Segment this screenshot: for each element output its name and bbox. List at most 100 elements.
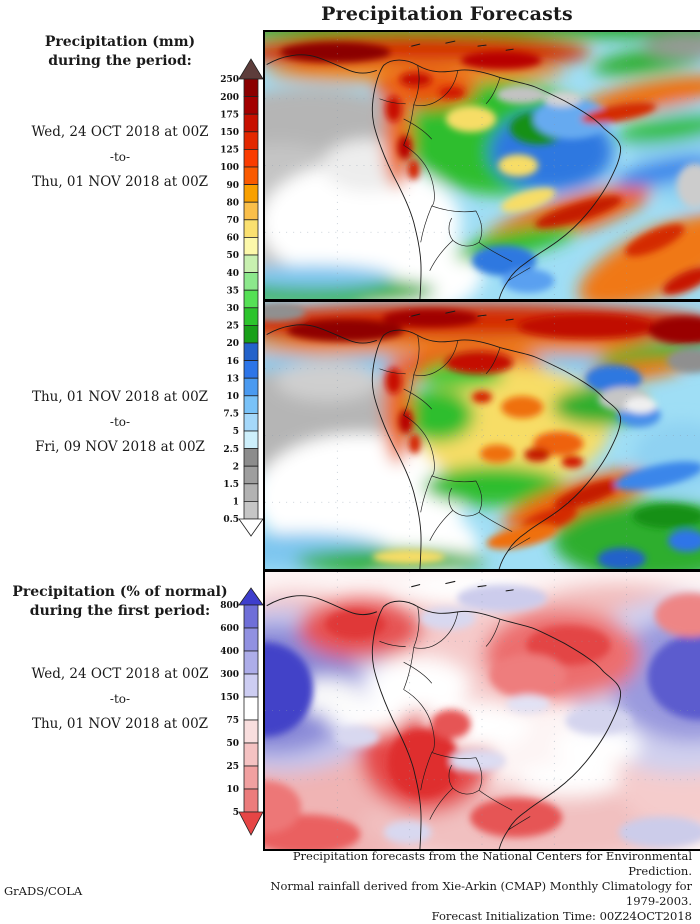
scale-segment <box>243 483 259 502</box>
scale-segment <box>243 342 259 362</box>
period-1-end: Thu, 01 NOV 2018 at 00Z <box>31 174 209 190</box>
scale-tick-label: 2.5 <box>223 445 239 455</box>
scale-segment <box>243 307 259 326</box>
scale-segment <box>243 78 259 98</box>
scale-tick-label: 90 <box>226 181 239 191</box>
scale-tick-label: 50 <box>226 739 239 749</box>
scale-segment <box>243 696 259 721</box>
scale-segment <box>243 166 259 186</box>
scale-segment <box>243 324 259 344</box>
scale-tick-label: 7.5 <box>223 410 239 420</box>
period-1-start: Wed, 24 OCT 2018 at 00Z <box>31 124 209 140</box>
scale-tick-label: 70 <box>226 216 239 226</box>
heading-precip-pct-line2: during the first period: <box>29 603 211 619</box>
scale-tick-label: 30 <box>226 304 239 314</box>
scale-segment <box>243 201 259 221</box>
period-2-end: Fri, 09 NOV 2018 at 00Z <box>35 439 205 455</box>
period-2-start: Thu, 01 NOV 2018 at 00Z <box>31 389 209 405</box>
scale-segment <box>243 149 259 168</box>
scale-tick-label: 40 <box>226 269 239 279</box>
scale-arrow-top <box>238 58 264 80</box>
scale-tick-label: 5 <box>233 808 239 818</box>
scale-segment <box>243 465 259 485</box>
scale-segment <box>243 272 259 291</box>
scale-segment <box>243 377 259 397</box>
precip-field-details <box>265 303 700 569</box>
scale-tick-label: 100 <box>220 163 239 173</box>
scale-tick-label: 80 <box>226 198 239 208</box>
scale-segment <box>243 788 259 813</box>
precip-field-details <box>280 42 700 295</box>
period-3-to: -to- <box>109 692 131 706</box>
period-3: Wed, 24 OCT 2018 at 00Z -to- Thu, 01 NOV… <box>6 662 234 737</box>
period-3-end: Thu, 01 NOV 2018 at 00Z <box>31 716 209 732</box>
grads-cola-credit: GrADS/COLA <box>4 884 83 898</box>
precip-field-washes <box>265 303 700 569</box>
scale-segment <box>243 289 259 309</box>
scale-tick-label: 125 <box>220 146 239 156</box>
heading-precip-pct-line1: Precipitation (% of normal) <box>12 584 228 600</box>
scale-segment <box>243 500 259 520</box>
scale-segment <box>243 254 259 274</box>
scale-tick-label: 10 <box>226 392 239 402</box>
scale-tick-label: 1.5 <box>223 480 239 490</box>
scale-tick-label: 800 <box>220 601 239 611</box>
scale-segment <box>243 219 259 238</box>
scale-segment <box>243 650 259 675</box>
scale-segment <box>243 131 259 150</box>
scale-tick-label: 600 <box>220 624 239 634</box>
scale-segment <box>243 765 259 790</box>
precip-percent-of-normal-map <box>263 570 700 851</box>
heading-precip-mm-line2: during the period: <box>48 53 192 69</box>
period-1: Wed, 24 OCT 2018 at 00Z -to- Thu, 01 NOV… <box>6 120 234 195</box>
scale-tick-label: 35 <box>226 286 239 296</box>
scale-segment <box>243 719 259 744</box>
scale-arrow-bottom <box>238 811 264 836</box>
chart-title: Precipitation Forecasts <box>321 3 573 25</box>
footer-notes: Precipitation forecasts from the Nationa… <box>240 849 692 924</box>
scale-tick-label: 25 <box>226 762 239 772</box>
heading-precip-mm-line1: Precipitation (mm) <box>44 34 196 50</box>
scale-tick-label: 50 <box>226 251 239 261</box>
colorbar-precip-mm: 2502001751501251009080706050403530252016… <box>220 58 264 537</box>
colorbar-percent-of-normal: 800 600 400 300 150 75 50 25 10 5 <box>220 587 264 836</box>
scale-tick-label: 150 <box>220 128 239 138</box>
scale-tick-label: 250 <box>220 75 239 85</box>
scale-segment <box>243 448 259 467</box>
scale-segment <box>243 742 259 767</box>
scale-tick-label: 0.5 <box>223 515 239 525</box>
heading-precip-mm: Precipitation (mm) during the period: <box>6 33 234 71</box>
scale-tick-label: 5 <box>233 427 239 437</box>
scale-arrow-top <box>238 587 264 606</box>
footer-note-line1: Precipitation forecasts from the Nationa… <box>292 849 692 878</box>
scale-tick-label: 25 <box>226 322 239 332</box>
period-1-to: -to- <box>109 150 131 164</box>
scale-arrow-bottom <box>238 518 264 537</box>
scale-segment <box>243 113 259 133</box>
scale-tick-label: 16 <box>226 357 239 367</box>
scale-segment <box>243 360 259 379</box>
period-2-to: -to- <box>109 415 131 429</box>
scale-segment <box>243 627 259 652</box>
heading-precip-pct: Precipitation (% of normal) during the f… <box>6 583 234 621</box>
scale-tick-label: 150 <box>220 693 239 703</box>
scale-tick-label: 200 <box>220 93 239 103</box>
scale-segment <box>243 430 259 450</box>
scale-segment <box>243 412 259 432</box>
scale-tick-label: 300 <box>220 670 239 680</box>
footer-note-line3: Forecast Initialization Time: 00Z24OCT20… <box>431 909 692 923</box>
period-2: Thu, 01 NOV 2018 at 00Z -to- Fri, 09 NOV… <box>6 385 234 460</box>
scale-tick-label: 10 <box>226 785 239 795</box>
scale-segment <box>243 673 259 698</box>
precip-mm-map-period-1 <box>263 30 700 301</box>
scale-tick-label: 400 <box>220 647 239 657</box>
scale-tick-label: 20 <box>226 339 239 349</box>
scale-tick-label: 60 <box>226 234 239 244</box>
scale-tick-label: 1 <box>233 498 239 508</box>
scale-segment <box>243 184 259 203</box>
period-3-start: Wed, 24 OCT 2018 at 00Z <box>31 666 209 682</box>
scale-segment <box>243 96 259 115</box>
precip-mm-map-period-2 <box>263 300 700 571</box>
scale-segment <box>243 395 259 414</box>
scale-tick-label: 2 <box>233 462 239 472</box>
